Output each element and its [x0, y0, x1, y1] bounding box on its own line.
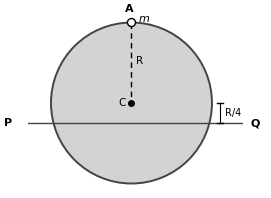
Circle shape — [127, 18, 136, 27]
Text: R: R — [136, 56, 143, 66]
Text: m: m — [139, 14, 150, 24]
Text: P: P — [4, 118, 12, 128]
Circle shape — [51, 23, 212, 184]
Text: R/4: R/4 — [225, 108, 241, 118]
Text: C: C — [118, 98, 126, 108]
Text: A: A — [125, 5, 133, 14]
Text: Q: Q — [251, 118, 260, 128]
